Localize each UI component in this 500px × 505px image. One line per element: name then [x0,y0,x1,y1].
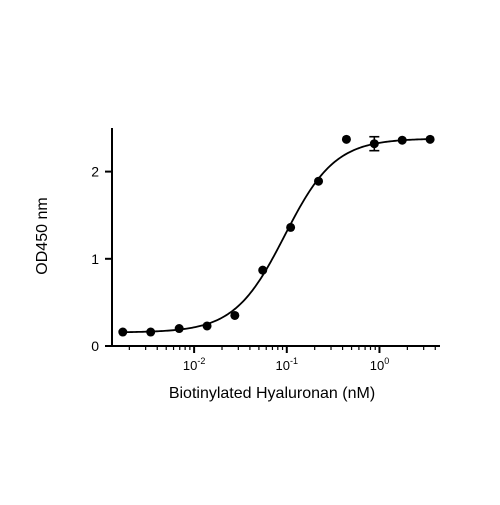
y-tick-label: 2 [91,164,99,180]
data-point [341,134,351,144]
x-tick-label: 10-1 [276,356,298,373]
data-point [397,135,407,145]
x-tick-label: 100 [370,356,389,373]
fit-curve [122,138,432,334]
data-point [230,310,240,320]
x-tick-label-base: 10 [370,358,384,373]
x-tick-label-base: 10 [276,358,290,373]
data-points-layer [118,134,435,337]
fit-curve-layer [122,138,432,334]
data-point [286,222,296,232]
x-tick-label-exponent: 0 [384,356,389,366]
y-tick-label: 1 [91,251,99,267]
data-point [314,176,324,186]
data-point [258,265,268,275]
y-tick-label: 0 [91,338,99,354]
y-axis-label: OD450 nm [34,197,51,274]
data-point [425,134,435,144]
x-tick-label-exponent: -1 [290,356,298,366]
x-axis-label: Biotinylated Hyaluronan (nM) [169,385,375,402]
data-point [202,321,212,331]
data-point [369,139,379,149]
x-tick-label-base: 10 [183,358,197,373]
data-point [118,327,128,337]
data-point [174,324,184,334]
data-point [146,327,156,337]
x-tick-label-exponent: -2 [197,356,205,366]
x-tick-label: 10-2 [183,356,205,373]
